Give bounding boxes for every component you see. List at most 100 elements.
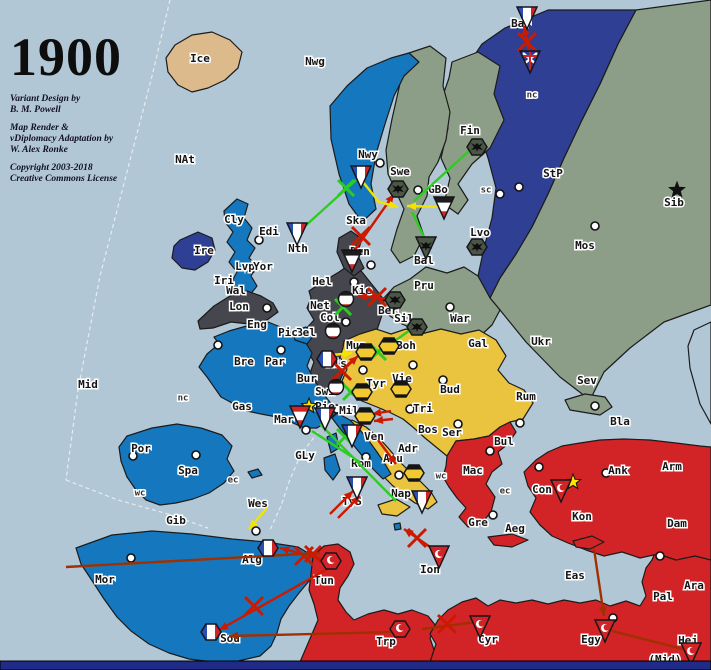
map-bottom-border: [0, 660, 711, 670]
territory-label-Mid: Mid: [78, 378, 98, 391]
territory-label-Aeg: Aeg: [505, 522, 525, 535]
order-arrowhead: [342, 349, 352, 358]
supply-center-dot: [590, 401, 600, 411]
territory-label-Boh: Boh: [396, 339, 416, 352]
unit-austria-army[interactable]: [389, 377, 413, 403]
unit-russia-army[interactable]: [465, 135, 489, 161]
unit-germany-fleet[interactable]: [432, 194, 456, 221]
order-arrow: [311, 429, 361, 464]
unit-france-army[interactable]: [256, 536, 280, 562]
territory-label-GLy: GLy: [295, 449, 315, 462]
unit-russia-army[interactable]: [465, 235, 489, 261]
supply-center-dot: [213, 340, 223, 350]
order-arrow: [329, 490, 354, 515]
unit-turkey-army[interactable]: [319, 549, 343, 575]
map-region: [385, 45, 451, 264]
unit-turkey-army[interactable]: [388, 617, 412, 643]
territory-label-Lvo: Lvo: [470, 226, 490, 239]
order-arrow: [377, 439, 397, 465]
supply-center-dot: [515, 418, 525, 428]
territory-label-Egy: Egy: [581, 633, 601, 646]
territory-label-Nap: Nap: [391, 487, 411, 500]
unit-austria-army[interactable]: [402, 461, 426, 487]
territory-label-StP: StP: [543, 167, 563, 180]
supply-center-dot: [408, 360, 418, 370]
unit-russia-army[interactable]: [405, 315, 429, 341]
territory-label-Gal: Gal: [468, 337, 488, 350]
order-result-cross: [331, 360, 353, 382]
unit-germany-army[interactable]: [334, 287, 358, 313]
unit-russia-army[interactable]: [383, 288, 407, 314]
territory-label-Spa: Spa: [178, 464, 198, 477]
supply-center-dot: [514, 182, 524, 192]
map-region: [687, 321, 711, 425]
order-result-cross: [303, 544, 323, 564]
supply-center-dot: [438, 375, 448, 385]
territory-label-Gre: Gre: [468, 516, 488, 529]
territory-label-Bos: Bos: [418, 423, 438, 436]
unit-austria-army[interactable]: [377, 334, 401, 360]
unit-france-army[interactable]: [315, 347, 339, 373]
supply-center-dot: [495, 189, 505, 199]
territory-label-Pic: Pic: [278, 326, 298, 339]
sea-border-line: [65, 0, 171, 481]
unit-germany-fleet[interactable]: [340, 247, 364, 274]
unit-austria-fleet[interactable]: [288, 403, 312, 430]
supply-center-dot: [405, 404, 415, 414]
order-arrowhead: [374, 416, 384, 425]
unit-russia-army[interactable]: [386, 177, 410, 203]
unit-france-army[interactable]: [199, 620, 223, 646]
map-region: [323, 453, 341, 481]
supply-center-dot: [301, 425, 311, 435]
territory-label-Con: Con: [532, 483, 552, 496]
order-arrow: [248, 507, 268, 530]
order-arrowhead: [387, 454, 396, 464]
order-arrowhead: [280, 546, 290, 555]
order-arrowhead: [521, 26, 530, 36]
territory-label-Sib: Sib: [664, 196, 684, 209]
territory-label-Bud: Bud: [440, 383, 460, 396]
supply-center-dot: [361, 452, 371, 462]
map-region: [377, 498, 411, 517]
map-region: [564, 393, 613, 416]
territory-label-Rum: Rum: [516, 390, 536, 403]
unit-germany-army[interactable]: [324, 375, 348, 401]
territory-label-Ice: Ice: [190, 52, 210, 65]
map-region: [572, 535, 605, 550]
territory-label-wc: wc: [135, 489, 146, 499]
territory-label-Bur: Bur: [297, 372, 317, 385]
map-region: [442, 421, 517, 528]
territory-label-Ska: Ska: [346, 214, 366, 227]
territory-label-Mar: Mar: [274, 413, 294, 426]
territory-label-Por: Por: [131, 442, 151, 455]
territory-label-Adr: Adr: [398, 442, 418, 455]
supply-center-dot: [126, 553, 136, 563]
supply-center-dot: [485, 446, 495, 456]
territory-label-Swe: Swe: [390, 165, 410, 178]
territory-label-Kie: Kie: [352, 284, 372, 297]
unit-germany-army[interactable]: [321, 319, 345, 345]
order-arrow: [319, 423, 397, 502]
territory-label-Eng: Eng: [247, 318, 267, 331]
territory-label-Alg: Alg: [242, 553, 262, 566]
territory-label-Pru: Pru: [414, 279, 434, 292]
order-arrow: [611, 629, 684, 651]
order-arrowhead: [388, 200, 398, 209]
sea-border-line: [65, 479, 209, 529]
supply-center-dot: [128, 451, 138, 461]
order-result-cross: [436, 613, 458, 635]
territory-label-Bul: Bul: [494, 435, 514, 448]
order-arrow: [413, 149, 471, 202]
map-region: [292, 326, 315, 345]
unit-austria-army[interactable]: [353, 404, 377, 430]
unit-austria-army[interactable]: [350, 380, 374, 406]
supply-center-dot: [262, 303, 272, 313]
unit-austria-army[interactable]: [354, 340, 378, 366]
order-result-cross: [243, 595, 265, 617]
territory-label-Dam: Dam: [667, 517, 687, 530]
territory-label-Gib: Gib: [166, 514, 186, 527]
supply-center-dot: [375, 158, 385, 168]
territory-label-Nwy: Nwy: [358, 148, 378, 161]
supply-center-dot: [366, 260, 376, 270]
